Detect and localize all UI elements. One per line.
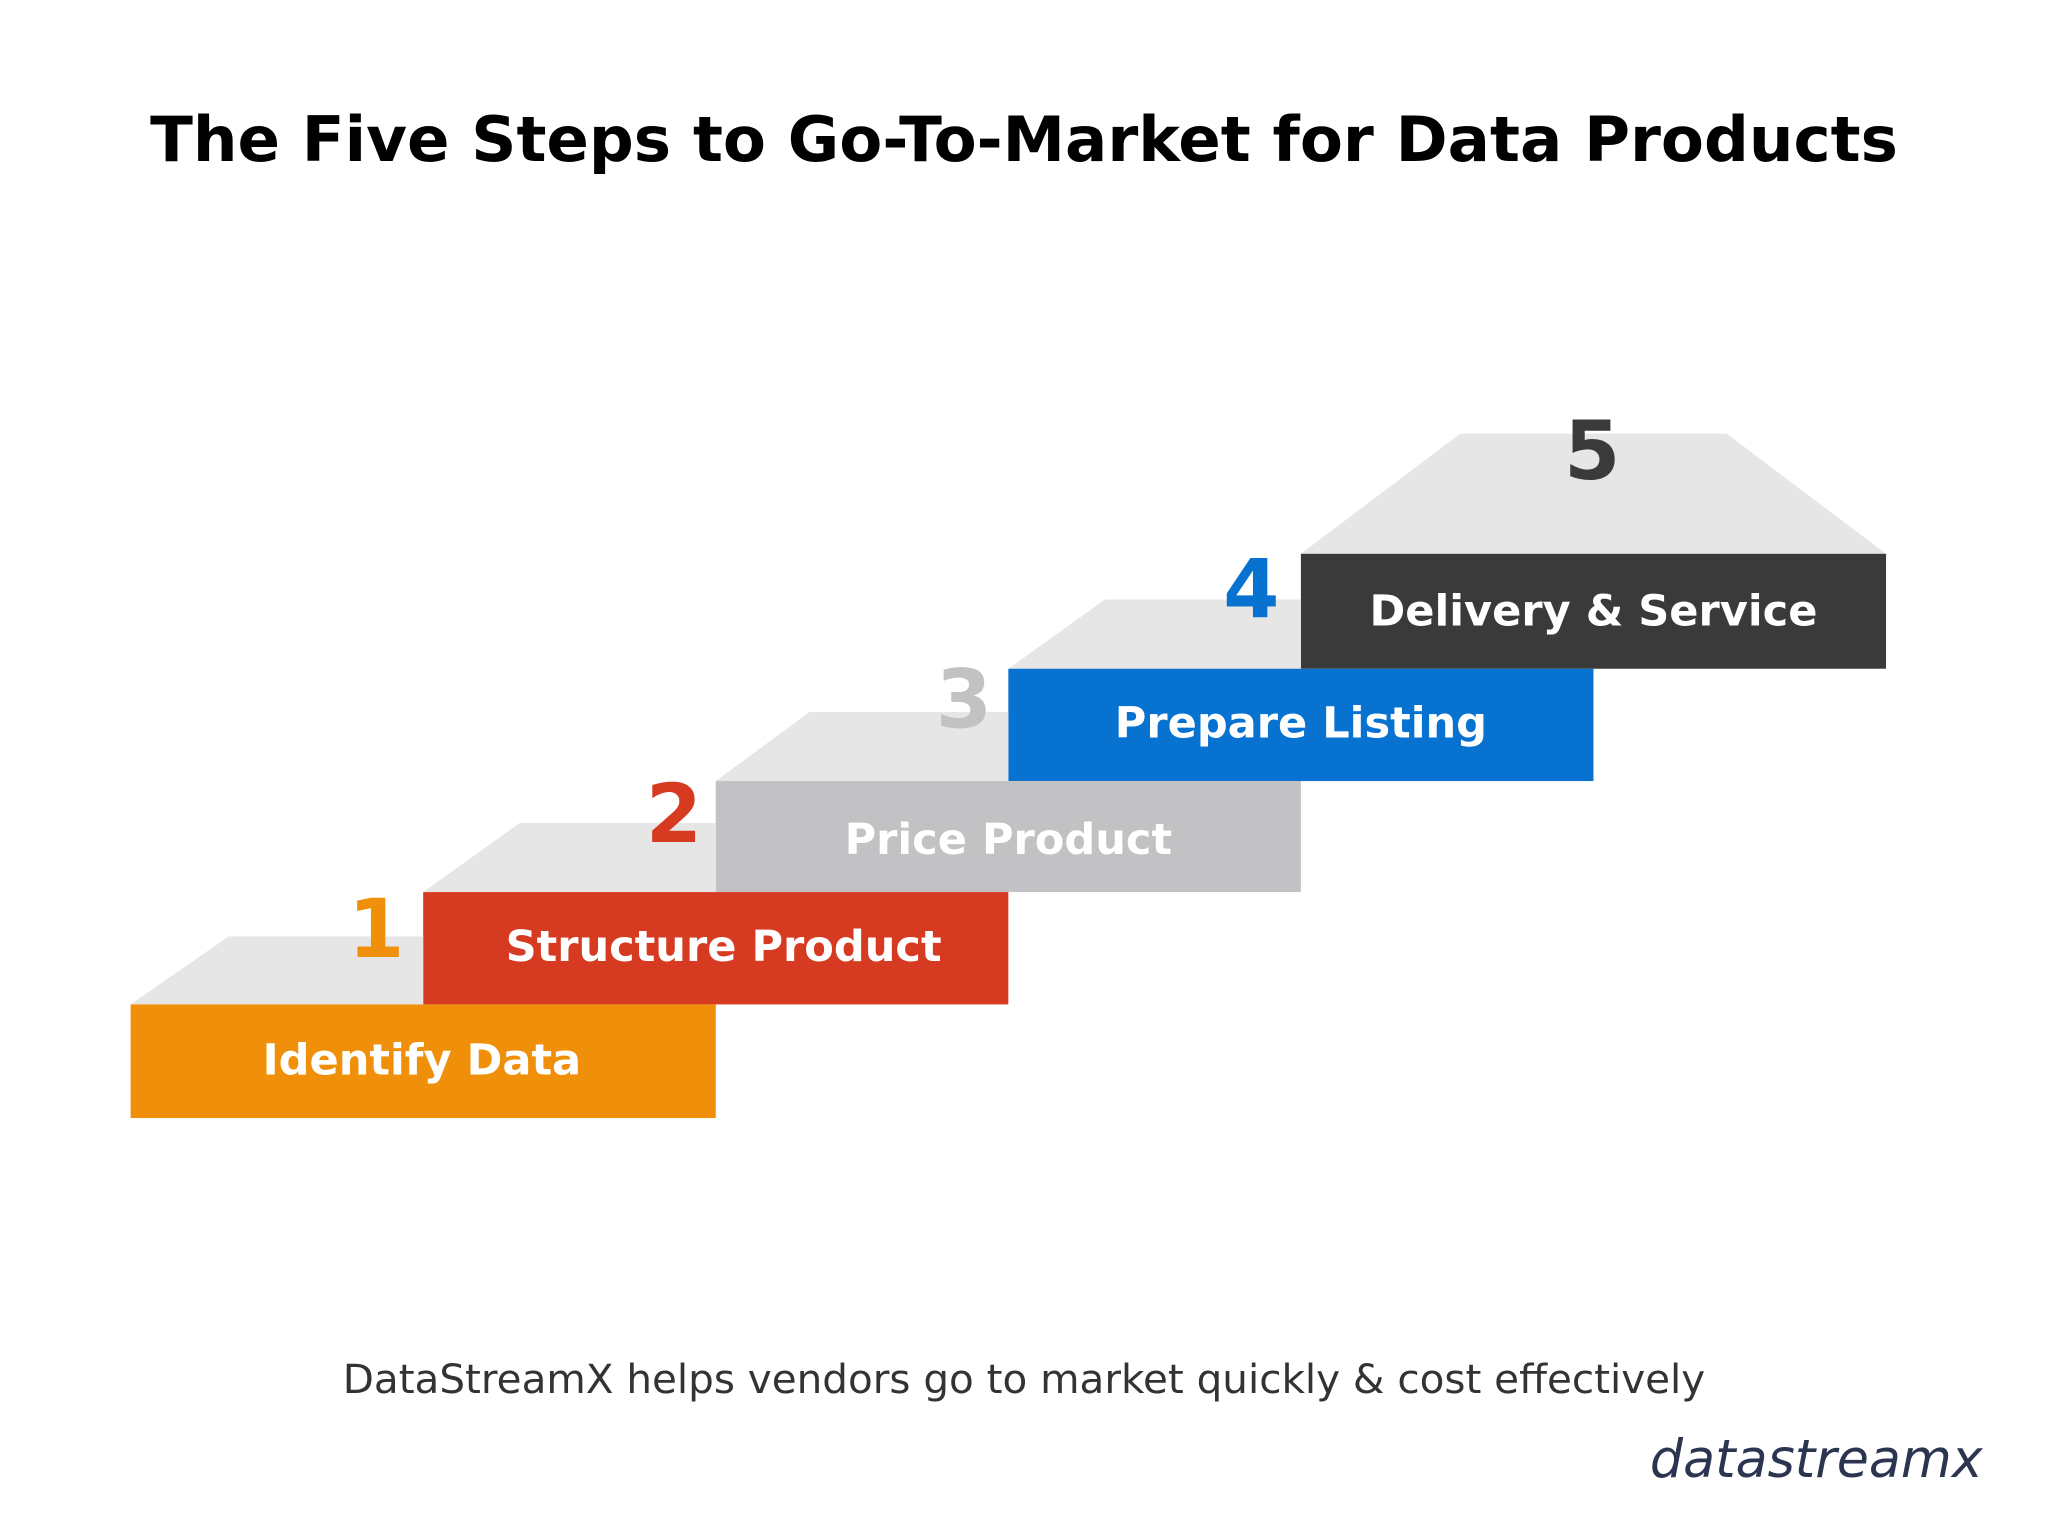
step-label: Delivery & Service	[1369, 586, 1817, 636]
step-label: Identify Data	[263, 1036, 582, 1086]
step-block	[130, 1004, 716, 1119]
step-block	[423, 892, 1009, 1005]
tagline: DataStreamX helps vendors go to market q…	[343, 1355, 1706, 1403]
step-block	[715, 781, 1301, 893]
step-top	[715, 711, 1009, 782]
step-block	[1300, 553, 1887, 669]
step-top	[130, 936, 424, 1005]
step-number: 1	[348, 883, 404, 977]
logo: datastreamx	[1650, 1430, 1984, 1490]
step-top	[1300, 433, 1887, 554]
step-top	[1008, 599, 1301, 669]
step-label: Prepare Listing	[1115, 699, 1487, 749]
step-block	[1008, 668, 1594, 782]
step-label: Price Product	[845, 815, 1173, 865]
step-top	[423, 822, 716, 893]
step-label: Structure Product	[506, 922, 942, 972]
step-number: 2	[646, 768, 702, 862]
step-number: 4	[1223, 544, 1279, 638]
title: The Five Steps to Go-To-Market for Data …	[150, 103, 1898, 176]
step-number: 3	[936, 653, 992, 747]
step-number: 5	[1564, 405, 1620, 499]
